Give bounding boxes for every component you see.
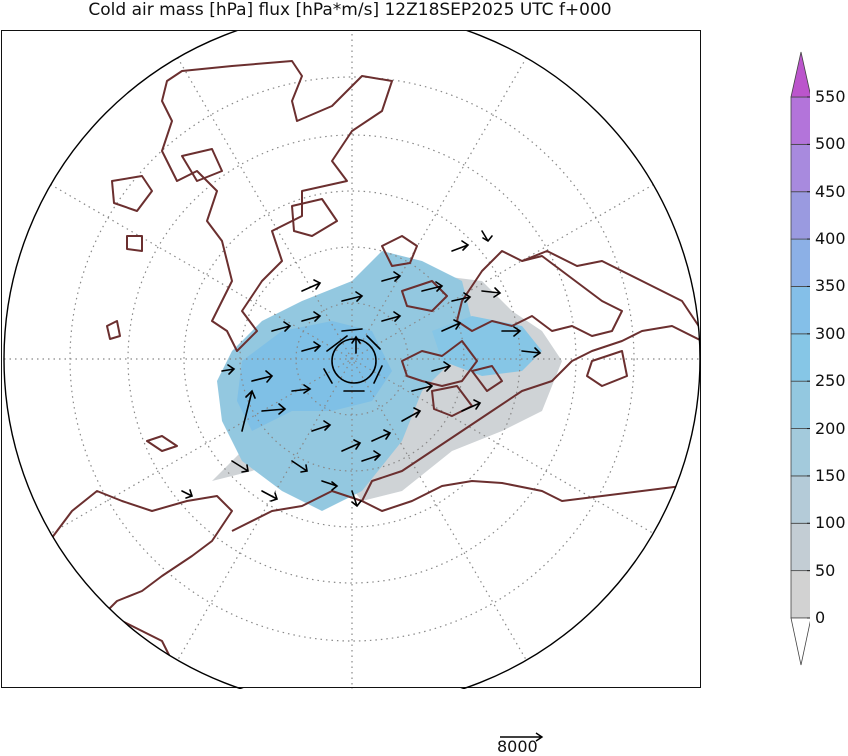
colorbar-tick-label: 100: [815, 513, 846, 533]
polar-map[interactable]: [2, 31, 702, 689]
reference-vector-arrow: [500, 732, 544, 742]
colorbar-tick-label: 300: [815, 323, 846, 343]
coastline-alaska-siberia: [231, 480, 700, 532]
colorbar-tick-label: 400: [815, 229, 846, 249]
coastline-hudson-bay: [106, 320, 178, 452]
colorbar-band: [790, 475, 810, 524]
coastline-svalbard: [381, 235, 448, 312]
colorbar-band: [790, 286, 810, 335]
colorbar-band: [790, 428, 810, 477]
colorbar-extend-max: [790, 51, 810, 98]
colorbar-band: [790, 333, 810, 382]
coastlines: [4, 60, 700, 689]
reference-vector-label: 8000: [497, 737, 538, 756]
field-core-region: [237, 321, 392, 431]
colorbar-band: [790, 191, 810, 240]
latitude-circle: [183, 190, 521, 528]
vector-arrows: [181, 230, 542, 508]
map-title: Cold air mass [hPa] flux [hPa*m/s] 12Z18…: [88, 0, 612, 20]
map-frame: [1, 30, 702, 689]
colorbar-band: [790, 96, 810, 145]
colorbar-tick-label: 450: [815, 181, 846, 201]
colorbar-tick-label: 550: [815, 87, 846, 106]
coastline-north-america: [4, 490, 233, 689]
colorbar-tick-label: 150: [815, 465, 846, 485]
flux-vectors: [181, 230, 542, 508]
colorbar-extend-min: [790, 617, 810, 666]
latitude-circle: [239, 246, 465, 472]
colorbar-tick-label: 500: [815, 134, 846, 154]
colorbar-band: [790, 380, 810, 429]
cold-air-field: [212, 251, 562, 511]
colorbar-tick-label: 350: [815, 276, 846, 296]
colorbar-band: [790, 570, 810, 619]
colorbar: [790, 51, 810, 666]
coastline-siberia-arctic: [361, 325, 700, 502]
colorbar-tick-label: 250: [815, 371, 846, 391]
colorbar-band: [790, 238, 810, 287]
colorbar-band: [790, 143, 810, 193]
coastline-europe: [521, 250, 700, 387]
map-boundary: [3, 31, 701, 689]
coastline-canada-islands: [111, 148, 338, 252]
colorbar-tick-label: 50: [815, 560, 836, 580]
polar-vortex-vectors: [323, 328, 383, 392]
colorbar-tick-label: 200: [815, 418, 846, 438]
coastline-greenland: [161, 60, 393, 352]
colorbar-band: [790, 522, 810, 572]
colorbar-tick-label: 0: [815, 608, 826, 627]
